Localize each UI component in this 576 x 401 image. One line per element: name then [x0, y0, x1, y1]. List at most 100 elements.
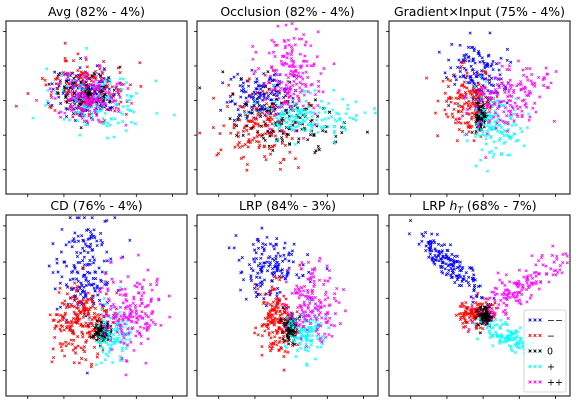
data-point	[83, 90, 87, 94]
data-point	[520, 113, 524, 117]
data-point	[467, 59, 471, 63]
data-point	[88, 245, 92, 249]
data-point	[282, 354, 286, 359]
data-point	[58, 286, 62, 290]
data-point	[97, 79, 101, 83]
data-point	[477, 91, 481, 95]
data-point	[295, 325, 299, 329]
data-point	[65, 100, 69, 104]
data-point	[497, 138, 501, 143]
data-point	[534, 263, 538, 267]
data-point	[61, 88, 65, 92]
data-point	[94, 363, 98, 367]
data-point	[467, 283, 471, 288]
data-point	[134, 312, 139, 316]
data-point	[306, 89, 310, 94]
data-point	[287, 111, 291, 115]
data-point	[270, 304, 274, 308]
data-point	[250, 111, 254, 115]
data-point	[236, 108, 240, 112]
data-point	[263, 316, 267, 320]
data-point	[291, 260, 295, 264]
data-point	[271, 88, 275, 92]
data-point	[62, 302, 67, 306]
data-point	[436, 99, 440, 103]
data-point	[290, 291, 294, 295]
data-point	[75, 250, 79, 255]
data-point	[87, 114, 91, 118]
data-point	[251, 57, 255, 61]
data-point	[303, 348, 307, 352]
data-point	[219, 148, 223, 152]
data-point	[44, 83, 48, 87]
data-point	[134, 309, 138, 313]
data-point	[290, 249, 295, 253]
data-point	[277, 96, 281, 100]
data-point	[117, 92, 121, 97]
data-point	[264, 243, 268, 247]
data-point	[286, 102, 290, 106]
data-point	[344, 128, 348, 132]
data-point	[508, 93, 512, 98]
data-point	[492, 113, 497, 117]
data-point	[120, 356, 124, 361]
data-point	[273, 87, 277, 91]
data-point	[51, 355, 56, 360]
data-point	[492, 290, 496, 294]
data-point	[520, 130, 524, 134]
data-point	[301, 127, 305, 131]
data-point	[508, 111, 513, 116]
data-point	[124, 112, 128, 116]
data-point	[552, 119, 556, 123]
data-point	[84, 338, 89, 343]
data-point	[96, 293, 100, 297]
data-point	[524, 269, 528, 273]
data-point	[90, 105, 94, 109]
data-point	[85, 300, 89, 305]
data-point	[332, 324, 337, 328]
data-point	[286, 75, 290, 80]
data-point	[530, 72, 534, 77]
data-point	[474, 74, 478, 79]
data-point	[324, 314, 328, 318]
data-point	[267, 105, 272, 109]
data-point	[139, 334, 143, 338]
data-point	[323, 110, 328, 114]
data-point	[258, 281, 262, 285]
data-point	[53, 326, 57, 330]
data-point	[115, 322, 120, 327]
data-point	[291, 326, 295, 330]
data-point	[120, 349, 124, 353]
data-point	[150, 288, 154, 292]
data-point	[65, 86, 69, 90]
data-point	[505, 323, 509, 327]
data-point	[69, 71, 73, 75]
data-point	[493, 88, 498, 92]
data-point	[462, 304, 466, 308]
data-point	[51, 242, 55, 246]
data-point	[460, 279, 464, 283]
data-point	[105, 313, 109, 318]
data-point	[95, 239, 99, 243]
data-point	[290, 252, 294, 257]
data-point	[263, 97, 267, 102]
data-point	[525, 300, 529, 304]
data-point	[262, 297, 266, 301]
data-point	[82, 345, 86, 349]
data-point	[305, 111, 309, 115]
data-point	[277, 298, 281, 302]
data-point	[281, 306, 285, 310]
data-point	[125, 343, 130, 347]
data-point	[95, 338, 99, 342]
data-point	[291, 127, 295, 131]
data-point	[327, 116, 331, 120]
data-point	[107, 299, 111, 303]
data-point	[264, 124, 268, 128]
data-point	[78, 66, 82, 70]
data-point	[513, 350, 518, 355]
data-point	[494, 123, 498, 127]
data-point	[491, 83, 496, 88]
data-point	[282, 130, 286, 134]
data-point	[251, 116, 256, 120]
data-point	[103, 358, 107, 362]
